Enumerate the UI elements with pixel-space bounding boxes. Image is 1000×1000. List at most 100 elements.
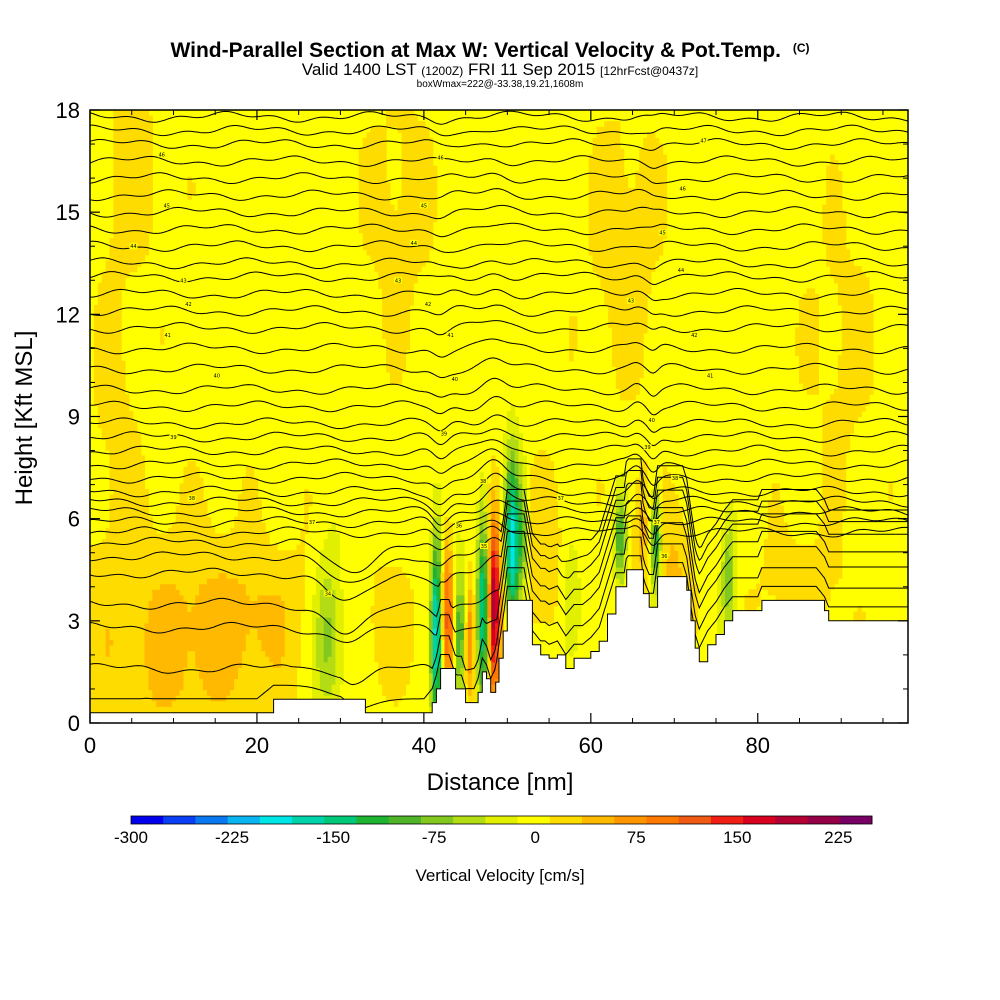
- w-field-cell: [502, 566, 508, 574]
- w-field-cell: [144, 633, 247, 641]
- w-field-cell: [506, 505, 512, 512]
- w-field-cell: [530, 505, 559, 512]
- w-field-cell: [432, 544, 442, 551]
- w-field-cell: [312, 656, 317, 663]
- w-field-cell: [323, 583, 333, 590]
- w-field-cell: [471, 683, 477, 691]
- w-field-cell: [502, 494, 508, 501]
- colorbar-swatch: [131, 816, 164, 824]
- w-field-cell: [717, 600, 722, 607]
- w-field-cell: [238, 667, 298, 674]
- theta-contour: [90, 459, 908, 490]
- w-field-cell: [312, 633, 317, 641]
- w-field-cell: [105, 650, 111, 657]
- w-field-cell: [199, 583, 247, 590]
- w-field-cell: [378, 672, 411, 680]
- w-field-cell: [463, 622, 469, 629]
- w-field-cell: [428, 539, 434, 546]
- w-field-cell: [822, 511, 843, 518]
- theta-label-bg: [658, 229, 667, 236]
- w-field-cell: [467, 594, 473, 601]
- w-field-cell: [401, 143, 434, 150]
- w-field-cell: [822, 204, 843, 211]
- w-field-cell: [475, 600, 481, 607]
- w-field-cell: [436, 583, 442, 590]
- w-field-cell: [514, 488, 520, 496]
- w-field-cell: [456, 611, 461, 618]
- theta-label: 36: [661, 554, 667, 560]
- w-field-cell: [530, 511, 559, 518]
- w-field-cell: [467, 561, 473, 568]
- w-field-cell: [592, 266, 656, 273]
- w-field-cell: [432, 628, 438, 635]
- colorbar-swatch: [485, 816, 519, 824]
- theta-label-bg: [647, 416, 656, 423]
- w-field-cell: [479, 500, 485, 507]
- w-field-cell: [822, 238, 847, 245]
- w-field-cell: [506, 555, 512, 562]
- w-field-cell: [596, 477, 601, 484]
- w-field-cell: [806, 388, 820, 395]
- w-field-cell: [837, 355, 874, 362]
- w-field-cell: [510, 555, 516, 562]
- w-field-cell: [428, 672, 434, 680]
- w-field-cell: [822, 221, 847, 228]
- w-field-cell: [440, 628, 446, 635]
- w-field-cell: [650, 522, 656, 529]
- colorbar-swatch: [292, 816, 325, 824]
- theta-label-bg: [179, 277, 188, 284]
- w-field-cell: [456, 605, 465, 613]
- w-field-cell: [502, 472, 508, 479]
- w-field-cell: [798, 316, 820, 323]
- w-field-cell: [721, 578, 726, 585]
- theta-label: 46: [159, 152, 165, 158]
- w-field-cell: [105, 527, 157, 535]
- theta-contour: [90, 257, 908, 270]
- w-field-cell: [428, 527, 434, 535]
- w-field-cell: [658, 516, 664, 523]
- w-field-cell: [506, 410, 516, 418]
- w-field-cell: [370, 254, 430, 262]
- w-field-cell: [623, 566, 629, 574]
- w-field-cell: [662, 494, 679, 501]
- w-field-cell: [113, 115, 153, 122]
- w-field-cell: [467, 689, 473, 696]
- theta-contour: [90, 222, 908, 238]
- w-field-cell: [615, 578, 621, 585]
- w-field-cell: [491, 488, 496, 496]
- w-field-cell: [596, 271, 652, 278]
- w-field-cell: [226, 572, 305, 579]
- theta-label: 41: [447, 333, 453, 339]
- w-field-cell: [506, 455, 512, 462]
- w-field-cell: [491, 461, 496, 468]
- w-field-cell: [183, 667, 200, 674]
- w-field-cell: [448, 561, 453, 568]
- w-field-cell: [105, 438, 142, 445]
- w-field-cell: [495, 572, 500, 579]
- w-field-cell: [335, 600, 344, 607]
- w-field-cell: [90, 600, 150, 607]
- theta-contour: [90, 124, 908, 137]
- theta-contour: [90, 439, 908, 460]
- w-field-cell: [323, 633, 333, 641]
- w-field-cell: [502, 466, 508, 473]
- w-field-cell: [506, 544, 512, 551]
- w-field-cell: [335, 628, 344, 635]
- w-field-cell: [218, 572, 227, 579]
- w-field-cell: [487, 572, 492, 579]
- w-field-cell: [569, 650, 574, 657]
- w-field-cell: [331, 522, 336, 529]
- w-field-cell: [530, 516, 559, 523]
- w-field-cell: [643, 555, 648, 562]
- w-field-cell: [491, 611, 496, 618]
- w-field-cell: [370, 605, 414, 613]
- colorbar-tick-label: -150: [316, 828, 350, 847]
- w-field-cell: [471, 605, 477, 613]
- w-field-cell: [479, 488, 488, 496]
- w-field-cell: [432, 617, 438, 624]
- w-field-cell: [432, 622, 438, 629]
- w-field-cell: [284, 611, 301, 618]
- w-field-cell: [432, 589, 438, 596]
- w-field-cell: [666, 572, 683, 579]
